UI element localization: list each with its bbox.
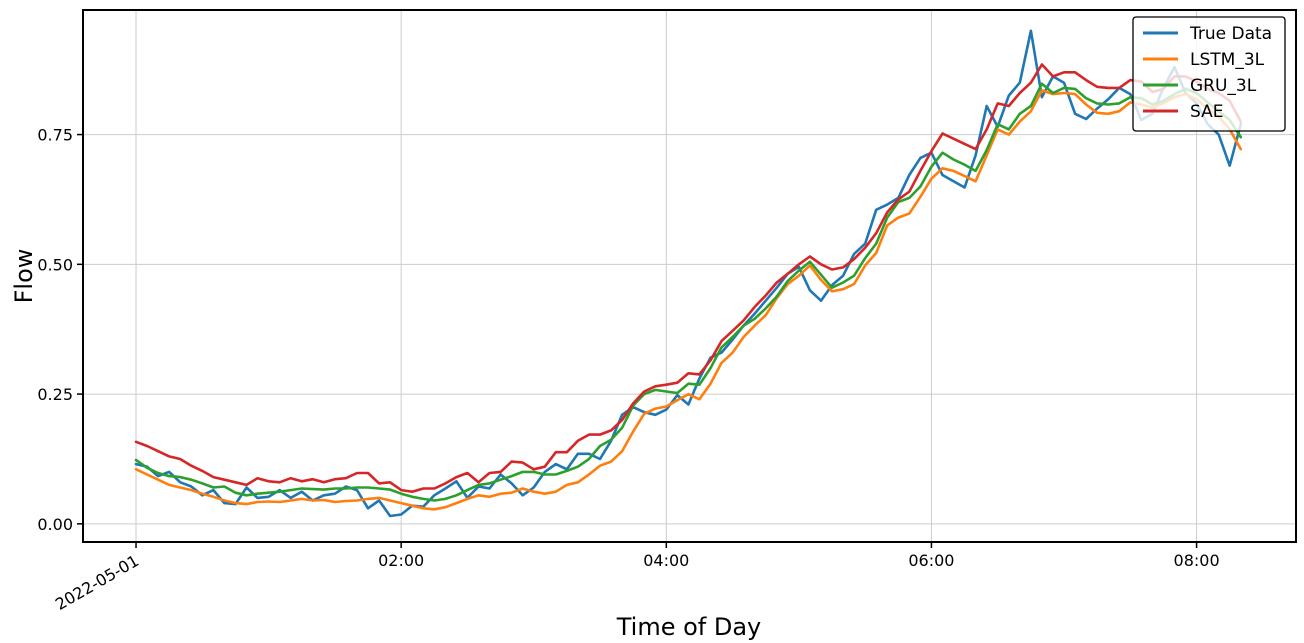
series-line-true-data (134, 29, 1243, 518)
y-tick-label: 0.75 (37, 126, 73, 145)
x-tick-label: 02:00 (378, 551, 424, 570)
y-tick-label: 0.00 (37, 515, 73, 534)
x-tick-label: 08:00 (1174, 551, 1220, 570)
y-axis-label: Flow (10, 249, 38, 304)
x-tick-label: 2022-05-01 (52, 551, 142, 614)
x-tick-label: 04:00 (643, 551, 689, 570)
legend-label: GRU_3L (1190, 76, 1257, 96)
legend-label: LSTM_3L (1190, 50, 1265, 70)
series-line-lstm-3l (134, 89, 1243, 511)
legend-box (1132, 16, 1286, 132)
plot-background (83, 10, 1296, 542)
legend-label: SAE (1190, 102, 1223, 122)
series-line-sae (134, 63, 1243, 494)
x-axis-label: Time of Day (616, 613, 762, 641)
legend-label: True Data (1189, 24, 1272, 44)
series-line-gru-3l (134, 82, 1243, 502)
plot-frame (82, 9, 1297, 543)
y-tick-label: 0.50 (37, 255, 73, 274)
series-layer (134, 29, 1243, 518)
legend: True Data LSTM_3L GRU_3L SAE (1132, 16, 1286, 132)
y-tick-label: 0.25 (37, 385, 73, 404)
x-tick-label: 06:00 (908, 551, 954, 570)
